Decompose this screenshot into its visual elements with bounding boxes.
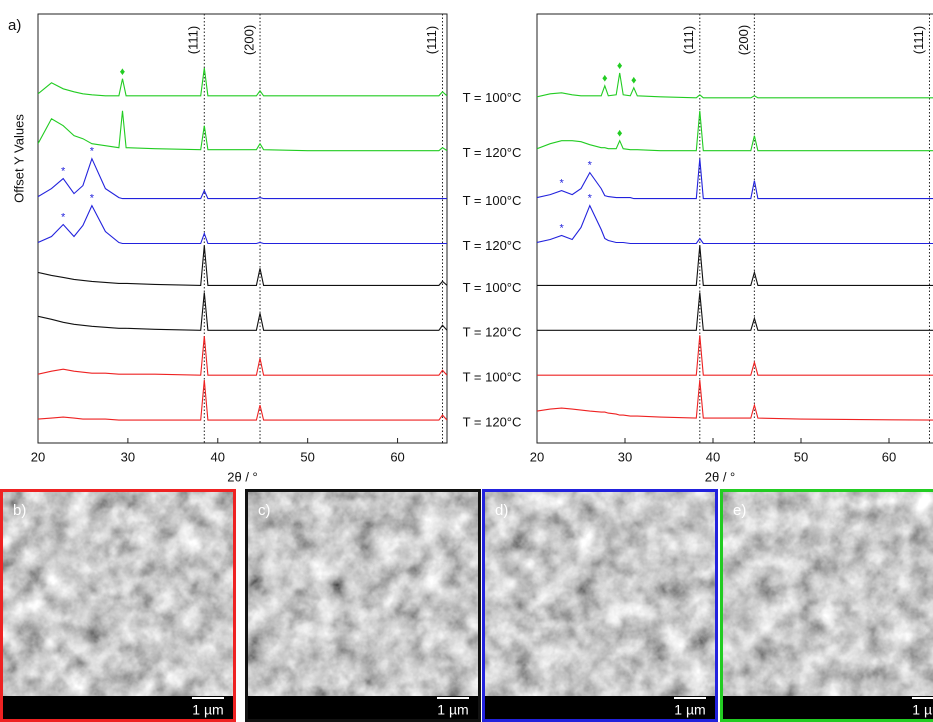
x-tick-label: 20 bbox=[31, 449, 45, 464]
scale-label: 1 µm bbox=[437, 702, 468, 718]
x-tick-label: 40 bbox=[211, 449, 225, 464]
sem-label: e) bbox=[733, 502, 746, 519]
x-tick-label: 50 bbox=[794, 449, 808, 464]
trace bbox=[537, 292, 933, 331]
sem-image bbox=[720, 489, 933, 722]
reference-label: (111) bbox=[681, 26, 696, 54]
sem-panel: 1 µm e) bbox=[720, 489, 933, 722]
reference-label: (111) bbox=[424, 26, 439, 54]
sem-border bbox=[720, 489, 933, 722]
peak-marker: * bbox=[90, 192, 95, 204]
series-label: T = 120°C bbox=[463, 325, 522, 340]
reference-label: (200) bbox=[736, 25, 751, 55]
scale-label: 1 µm bbox=[674, 702, 705, 718]
reference-label: (111) bbox=[186, 26, 201, 54]
peak-marker: ♦ bbox=[617, 60, 623, 72]
sem-image bbox=[482, 489, 718, 722]
scale-bar-strip bbox=[482, 696, 718, 722]
sem-label: b) bbox=[13, 502, 26, 519]
trace bbox=[537, 380, 933, 421]
x-tick-label: 20 bbox=[530, 449, 544, 464]
trace bbox=[537, 245, 933, 286]
x-tick-label: 60 bbox=[390, 449, 404, 464]
trace bbox=[38, 67, 447, 97]
y-axis-label: Offset Y Values bbox=[11, 114, 26, 203]
sem-image bbox=[0, 489, 236, 722]
peak-marker: * bbox=[61, 211, 66, 223]
peak-marker: * bbox=[559, 177, 564, 189]
sem-border bbox=[245, 489, 481, 722]
trace bbox=[38, 292, 447, 331]
traces bbox=[537, 72, 933, 421]
sem-image bbox=[245, 489, 481, 722]
trace bbox=[537, 72, 933, 99]
peak-marker: ♦ bbox=[602, 73, 608, 85]
scale-bar-strip bbox=[0, 696, 236, 722]
trace bbox=[38, 204, 447, 245]
sem-border bbox=[0, 489, 236, 722]
peak-marker: ♦ bbox=[120, 66, 126, 78]
sem-panel: 1 µm d) bbox=[482, 489, 718, 722]
peak-marker: * bbox=[588, 160, 593, 172]
sem-label: d) bbox=[495, 502, 508, 519]
x-axis-label: 2θ / ° bbox=[227, 469, 258, 484]
scale-label: 1 µm bbox=[192, 702, 223, 718]
peak-marker: * bbox=[588, 192, 593, 204]
trace bbox=[38, 336, 447, 376]
trace bbox=[38, 380, 447, 421]
series-label: T = 100°C bbox=[463, 280, 522, 295]
traces bbox=[38, 67, 447, 421]
x-tick-label: 40 bbox=[706, 449, 720, 464]
series-label: T = 100°C bbox=[463, 90, 522, 105]
peak-marker: * bbox=[559, 222, 564, 234]
series-label: T = 120°C bbox=[463, 238, 522, 253]
peak-marker: ♦ bbox=[617, 128, 623, 140]
scale-label: 1 µm bbox=[912, 702, 933, 718]
panel-label: a) bbox=[8, 17, 21, 34]
series-label: T = 100°C bbox=[463, 370, 522, 385]
series-label: T = 120°C bbox=[463, 414, 522, 429]
plot-frame bbox=[536, 13, 933, 444]
peak-marker: ♦ bbox=[631, 75, 637, 87]
x-tick-label: 30 bbox=[121, 449, 135, 464]
trace bbox=[38, 157, 447, 200]
x-tick-label: 30 bbox=[618, 449, 632, 464]
trace bbox=[38, 110, 447, 152]
scale-bar-strip bbox=[245, 696, 481, 722]
reference-label: (111) bbox=[911, 26, 926, 54]
sem-border bbox=[482, 489, 718, 722]
trace bbox=[537, 204, 933, 245]
sem-label: c) bbox=[258, 502, 271, 519]
sem-panel: 1 µm b) bbox=[0, 489, 236, 722]
trace bbox=[537, 158, 933, 200]
x-tick-label: 50 bbox=[300, 449, 314, 464]
trace bbox=[38, 245, 447, 286]
trace bbox=[537, 110, 933, 152]
trace bbox=[537, 335, 933, 376]
series-label: T = 100°C bbox=[463, 193, 522, 208]
x-tick-label: 60 bbox=[882, 449, 896, 464]
scale-bar-strip bbox=[720, 696, 933, 722]
reference-label: (200) bbox=[241, 25, 256, 55]
plot-frame bbox=[37, 13, 448, 444]
peak-marker: * bbox=[90, 146, 95, 158]
peak-marker: * bbox=[61, 166, 66, 178]
x-axis-label: 2θ / ° bbox=[705, 469, 736, 484]
sem-panel: 1 µm c) bbox=[245, 489, 481, 722]
series-label: T = 120°C bbox=[463, 145, 522, 160]
